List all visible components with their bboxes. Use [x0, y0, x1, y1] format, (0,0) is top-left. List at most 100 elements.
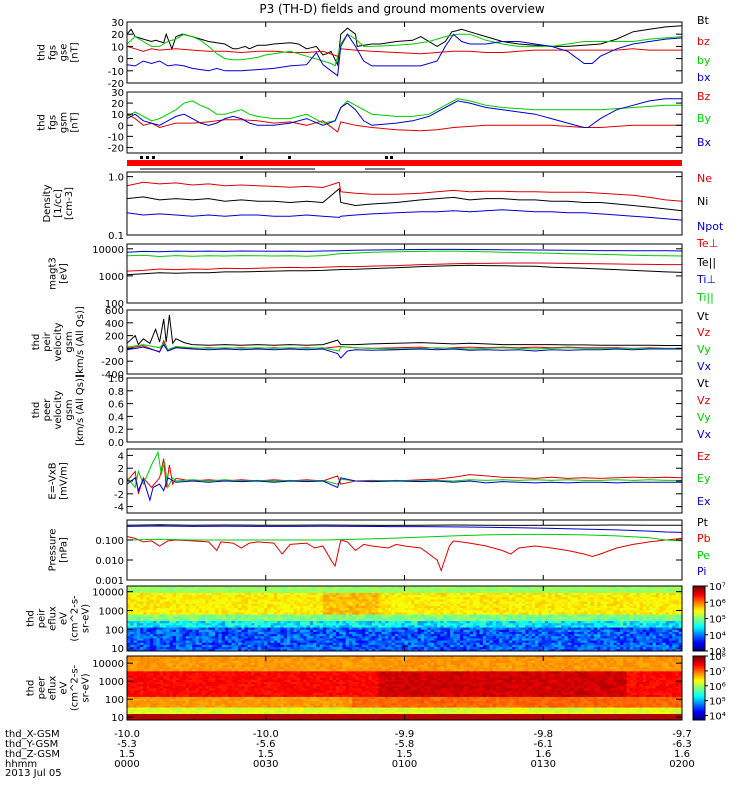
x-tick-label: -6.1 — [533, 739, 553, 750]
y-tick-label: 10 — [111, 42, 124, 53]
y-axis-label-line: fgs — [48, 115, 59, 130]
y-tick-label: 20 — [111, 30, 124, 41]
chart-title: P3 (TH-D) fields and ground moments over… — [259, 2, 544, 16]
y-axis-label-line: peir — [42, 331, 53, 351]
colorbar-frame — [692, 655, 706, 721]
series-group — [127, 98, 682, 133]
colorbar-tick-label: 10⁴ — [709, 631, 726, 642]
y-tick-label: 0 — [118, 55, 124, 66]
y-tick-label: 0.6 — [108, 400, 124, 411]
series-Ne — [127, 181, 682, 202]
status-mark — [288, 156, 291, 159]
y-tick-label: -400 — [101, 370, 124, 381]
y-tick-label: 1000 — [99, 677, 124, 688]
y-axis-label-line: [1/cc] — [53, 189, 64, 218]
series-Vt — [127, 315, 682, 346]
panel-frame — [126, 309, 683, 375]
y-tick-label: 10000 — [92, 245, 124, 256]
x-axis: thd_X-GSMthd_Y-GSMthd_Z-GSMhhmm-10.0-5.3… — [5, 729, 695, 779]
legend-label: Ey — [697, 472, 711, 485]
y-axis-label-line: peer — [37, 676, 48, 700]
y-tick-label: 100 — [105, 299, 124, 310]
series-Pt — [127, 524, 682, 526]
y-axis-label-line: (cm^2-s- — [70, 664, 81, 711]
colorbar-tick-label: 10⁴ — [709, 712, 726, 723]
x-row-label: thd_Z-GSM — [5, 749, 60, 760]
status-mark — [140, 156, 143, 159]
legend-label: Npot — [697, 220, 724, 233]
series-Ti|| — [127, 250, 682, 258]
series-group — [127, 315, 682, 359]
series-Pb — [127, 536, 682, 572]
x-tick-label: -9.9 — [395, 729, 415, 740]
y-tick-label: 0.4 — [108, 412, 124, 423]
status-mark — [385, 156, 388, 159]
y-axis-label-line: eV — [59, 681, 70, 694]
y-tick-label: 0.001 — [95, 576, 124, 587]
legend-label: Te|| — [696, 256, 716, 269]
y-axis-label: Density [1/cc] [cm-3] — [42, 184, 75, 222]
x-tick-label: -10.0 — [114, 729, 140, 740]
y-tick-label: -20 — [108, 79, 124, 90]
colorbar-tick-label: 10⁸ — [709, 652, 726, 663]
x-tick-label: -9.8 — [533, 729, 553, 740]
y-tick-label: 600 — [105, 306, 124, 317]
y-tick-label: 30 — [111, 18, 124, 29]
y-axis-label-line: peir — [37, 608, 48, 628]
y-axis-label-line: eflux — [48, 676, 59, 701]
y-tick-label: 10 — [111, 110, 124, 121]
y-tick-label: 1.0 — [108, 173, 124, 184]
series-bx — [127, 33, 682, 77]
series-bz — [127, 45, 682, 57]
x-tick-label: 0130 — [531, 759, 556, 770]
y-axis-label-line: [km/s (All Qs)] — [75, 306, 86, 378]
series-Te|| — [127, 264, 682, 276]
y-axis-label-line: [cm-3] — [64, 187, 75, 220]
y-axis-label-line: [nT] — [70, 42, 81, 62]
y-axis-label-line: eflux — [48, 606, 59, 631]
y-tick-label: 100 — [105, 625, 124, 636]
series-Ez — [127, 458, 682, 494]
panel-density: Ne Ni Npot 0.1 1.0 Density [1/cc] [cm-3] — [42, 171, 724, 242]
y-tick-label: 0.2 — [108, 425, 124, 436]
legend-label: Bx — [697, 136, 712, 149]
panel-frame — [126, 243, 683, 304]
y-axis-label-line: thd — [31, 334, 42, 351]
colorbar-peer_spectrogram: 10⁴ 10⁵ 10⁶ 10⁷ 10⁸ — [692, 652, 726, 723]
y-axis-label-line: thd — [26, 680, 37, 697]
colorbar-tick-label: 10⁵ — [709, 697, 726, 708]
x-tick-label: -6.3 — [672, 739, 692, 750]
panel-efield: Ez Ey Ex -4 -2 0 2 4 E=-VxB [mV/m] — [48, 448, 711, 514]
legend-label: Bt — [697, 14, 710, 27]
y-axis-label: thd peer eflux eV (cm^2-s-sr-eV) — [26, 664, 92, 711]
y-tick-label: -20 — [108, 143, 124, 154]
series-Bt — [127, 25, 682, 67]
y-tick-label: -2 — [114, 490, 124, 501]
legend-label: Pi — [697, 565, 706, 578]
x-tick-label: 0000 — [114, 759, 139, 770]
legend-label: bx — [697, 71, 711, 84]
x-row-label: thd_Y-GSM — [5, 739, 58, 750]
y-axis-label-line: [km/s (All Qs)] — [75, 374, 86, 446]
y-tick-label: 0.010 — [95, 556, 124, 567]
y-tick-label: 10 — [111, 644, 124, 655]
series-group — [127, 25, 682, 77]
y-tick-label: 100 — [105, 695, 124, 706]
series-Ex — [127, 476, 682, 503]
panel-frame — [126, 91, 683, 154]
y-axis-label: magt3 [eV] — [48, 257, 70, 290]
status-mark — [146, 156, 149, 159]
y-axis-label: E=-VxB [mV/m] — [48, 462, 70, 500]
y-tick-label: 10 — [111, 713, 124, 724]
series-by — [127, 33, 682, 67]
x-row-label: thd_X-GSM — [5, 729, 60, 740]
legend-label: Te⊥ — [696, 237, 718, 250]
y-axis-label-line: [mV/m] — [59, 462, 70, 500]
y-axis-label-line: gsm — [64, 399, 75, 420]
panel-peir_velocity: Vt Vz Vy Vx -400 -200 0200 400 600 thd peir velocit… — [31, 306, 712, 381]
y-tick-label: -4 — [114, 503, 124, 514]
status-mark — [152, 156, 155, 159]
